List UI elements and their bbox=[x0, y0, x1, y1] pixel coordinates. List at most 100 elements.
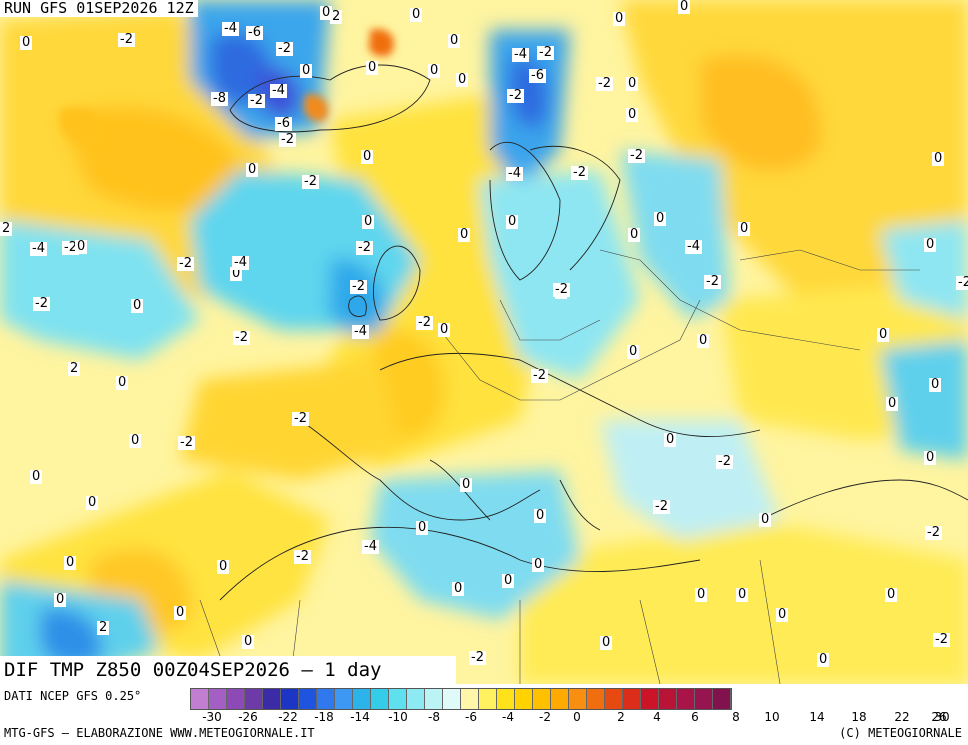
contour-label: 2 bbox=[97, 620, 110, 635]
color-swatch bbox=[479, 689, 497, 709]
contour-label: -6 bbox=[529, 68, 546, 83]
contour-label: -4 bbox=[362, 539, 379, 554]
contour-label: -2 bbox=[356, 240, 373, 255]
contour-label: -2 bbox=[653, 499, 670, 514]
color-swatch bbox=[335, 689, 353, 709]
contour-label: 0 bbox=[458, 227, 471, 242]
run-title: RUN GFS 01SEP2026 12Z bbox=[0, 0, 198, 17]
color-swatch bbox=[659, 689, 677, 709]
contour-label: 0 bbox=[438, 322, 451, 337]
contour-label: -2 bbox=[33, 296, 50, 311]
color-swatch bbox=[245, 689, 263, 709]
color-scale-bar bbox=[190, 688, 732, 710]
color-scale-ticks: -30 -26 -22 -18 -14 -10 -8 -6 -4 -2 0 2 4 6 8 10 14 18 22 2… bbox=[190, 710, 966, 724]
contour-label: -2 bbox=[62, 240, 79, 255]
color-swatch bbox=[533, 689, 551, 709]
color-swatch bbox=[461, 689, 479, 709]
contour-label: -4 bbox=[232, 255, 249, 270]
color-swatch bbox=[407, 689, 425, 709]
contour-label: 0 bbox=[75, 239, 88, 254]
color-scale-tick: -26 bbox=[238, 710, 258, 724]
contour-label: 2 bbox=[0, 221, 13, 236]
contour-label: -2 bbox=[596, 76, 613, 91]
contour-label: -2 bbox=[571, 165, 588, 180]
contour-label: 0 bbox=[416, 520, 429, 535]
color-swatch bbox=[263, 689, 281, 709]
color-scale-tick: -10 bbox=[388, 710, 408, 724]
color-scale-tick: 14 bbox=[809, 710, 825, 724]
contour-label: 0 bbox=[532, 557, 545, 572]
contour-label: -2 bbox=[292, 411, 309, 426]
contour-label: 0 bbox=[600, 635, 613, 650]
color-scale-tick: -6 bbox=[465, 710, 477, 724]
credit-text: MTG-GFS – ELABORAZIONE WWW.METEOGIORNALE… bbox=[4, 726, 315, 740]
contour-label: 0 bbox=[460, 477, 473, 492]
contour-label: -2 bbox=[956, 276, 968, 290]
contour-label: 0 bbox=[361, 149, 374, 164]
color-scale-tick: 18 bbox=[851, 710, 867, 724]
color-scale-tick: -22 bbox=[278, 710, 298, 724]
contour-label: 0 bbox=[366, 60, 379, 75]
contour-label: -2 bbox=[507, 88, 524, 103]
color-swatch bbox=[353, 689, 371, 709]
contour-label: 0 bbox=[664, 432, 677, 447]
contour-label: -4 bbox=[685, 239, 702, 254]
color-scale-tick: 10 bbox=[764, 710, 780, 724]
contour-label: 0 bbox=[246, 162, 259, 177]
color-swatch bbox=[317, 689, 335, 709]
contour-label: -2 bbox=[178, 435, 195, 450]
color-swatch bbox=[713, 689, 731, 709]
contour-label: 0 bbox=[627, 344, 640, 359]
contour-label: 0 bbox=[320, 5, 333, 20]
contour-label: -2 bbox=[302, 174, 319, 189]
color-swatch bbox=[605, 689, 623, 709]
color-scale-tick: -30 bbox=[202, 710, 222, 724]
contour-label: 0 bbox=[230, 266, 243, 281]
contour-label: 0 bbox=[877, 327, 890, 342]
map-field bbox=[0, 0, 968, 684]
color-swatch bbox=[497, 689, 515, 709]
contour-label: -2 bbox=[933, 632, 950, 647]
contour-label: -4 bbox=[506, 166, 523, 181]
color-swatch bbox=[623, 689, 641, 709]
color-swatch bbox=[587, 689, 605, 709]
contour-label: 0 bbox=[410, 7, 423, 22]
contour-label: 0 bbox=[452, 581, 465, 596]
contour-label: -2 bbox=[925, 525, 942, 540]
contour-label: 0 bbox=[759, 512, 772, 527]
contour-label: 0 bbox=[64, 555, 77, 570]
color-swatch bbox=[281, 689, 299, 709]
contour-label: 0 bbox=[448, 33, 461, 48]
color-swatch bbox=[551, 689, 569, 709]
color-swatch bbox=[389, 689, 407, 709]
contour-label: 0 bbox=[129, 433, 142, 448]
contour-label: 0 bbox=[695, 587, 708, 602]
contour-label: 2 bbox=[68, 361, 81, 376]
color-swatch bbox=[515, 689, 533, 709]
color-scale-tick: 4 bbox=[653, 710, 661, 724]
contour-label: 0 bbox=[506, 214, 519, 229]
contour-label: -2 bbox=[350, 279, 367, 294]
contour-label: -4 bbox=[270, 83, 287, 98]
coastlines bbox=[219, 64, 968, 601]
color-scale-tick: 0 bbox=[573, 710, 581, 724]
contour-label: 0 bbox=[116, 375, 129, 390]
color-scale-tick: 30 bbox=[934, 710, 950, 724]
contour-label: 0 bbox=[502, 573, 515, 588]
contour-label: 0 bbox=[217, 559, 230, 574]
contour-label: 0 bbox=[626, 76, 639, 91]
contour-label: -2 bbox=[279, 132, 296, 147]
color-swatch bbox=[641, 689, 659, 709]
color-swatch bbox=[299, 689, 317, 709]
contour-label: -6 bbox=[275, 116, 292, 131]
contour-label: -2 bbox=[233, 330, 250, 345]
contour-label: 0 bbox=[678, 0, 691, 14]
footer: DATI NCEP GFS 0.25° -30 -26 -22 -18 -14 -10 -8… bbox=[0, 684, 968, 745]
contour-label: 0 bbox=[776, 607, 789, 622]
color-swatch bbox=[443, 689, 461, 709]
contour-label: 0 bbox=[534, 508, 547, 523]
contour-label: -2 bbox=[704, 274, 721, 289]
color-swatch bbox=[371, 689, 389, 709]
contour-label: 0 bbox=[131, 298, 144, 313]
contour-label: -2 bbox=[537, 45, 554, 60]
